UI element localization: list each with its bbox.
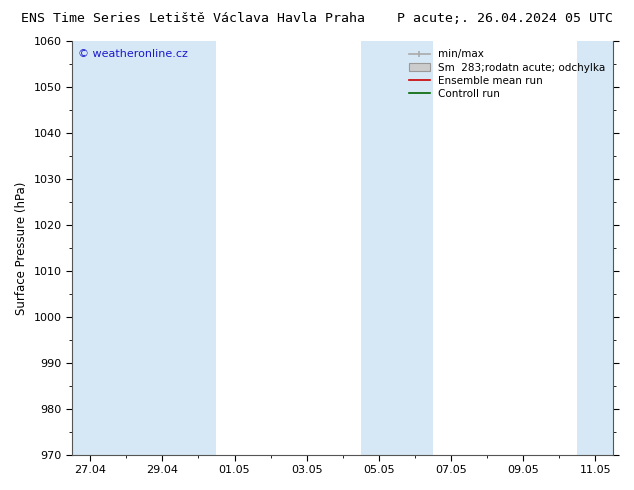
Text: © weatheronline.cz: © weatheronline.cz bbox=[77, 49, 188, 59]
Bar bbox=[145, 41, 216, 455]
Bar bbox=[72, 41, 145, 455]
Text: ENS Time Series Letiště Václava Havla Praha    P acute;. 26.04.2024 05 UTC: ENS Time Series Letiště Václava Havla Pr… bbox=[21, 12, 613, 25]
Bar bbox=[361, 41, 433, 455]
Legend: min/max, Sm  283;rodatn acute; odchylka, Ensemble mean run, Controll run: min/max, Sm 283;rodatn acute; odchylka, … bbox=[406, 46, 608, 102]
Y-axis label: Surface Pressure (hPa): Surface Pressure (hPa) bbox=[15, 181, 28, 315]
Bar bbox=[578, 41, 634, 455]
